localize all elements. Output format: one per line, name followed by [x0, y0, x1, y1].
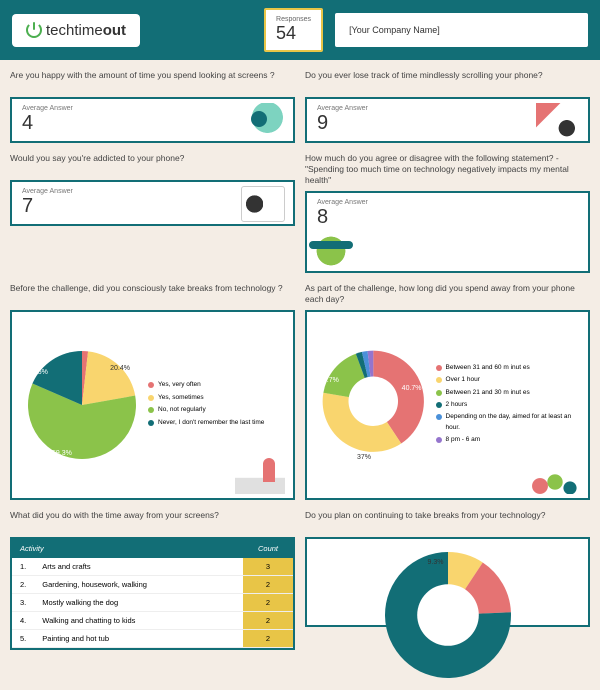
- pie-label: 40.7%: [402, 385, 422, 392]
- col-activity: Activity: [12, 539, 243, 558]
- logo: techtimeout: [12, 14, 140, 47]
- question-4: How much do you agree or disagree with t…: [305, 153, 590, 273]
- dashboard-content: Are you happy with the amount of time yo…: [0, 60, 600, 660]
- legend-item: Between 31 and 60 m inut es: [436, 363, 578, 373]
- flowers-icon: [530, 454, 580, 494]
- table-row: 4.Walking and chatting to kids2: [12, 612, 293, 630]
- responses-value: 54: [276, 23, 311, 44]
- question-2: Do you ever lose track of time mindlessl…: [305, 70, 590, 143]
- happy-face-icon: [241, 103, 285, 139]
- table-title: What did you do with the time away from …: [10, 510, 295, 532]
- donut-chart-card: 40.7% 37% 16.7% Between 31 and 60 m inut…: [305, 310, 590, 500]
- chart-title: As part of the challenge, how long did y…: [305, 283, 590, 305]
- question-text: Do you ever lose track of time mindlessl…: [305, 70, 590, 92]
- donut-chart: 40.7% 37% 16.7%: [317, 345, 430, 465]
- donut-chart-block: As part of the challenge, how long did y…: [305, 283, 590, 500]
- phone-icon: [241, 186, 285, 222]
- donut2-card: 9.3%: [305, 537, 590, 627]
- pie-legend: Yes, very often Yes, sometimes No, not reg…: [148, 380, 264, 430]
- answer-card: Average Answer 8: [305, 191, 590, 273]
- table-row: 1.Arts and crafts3: [12, 558, 293, 576]
- answer-value: 8: [317, 206, 578, 229]
- pie-label: 18.5%: [28, 369, 48, 376]
- donut-chart: 9.3%: [378, 545, 518, 685]
- table-row: 5.Painting and hot tub2: [12, 630, 293, 648]
- table-row: 2.Gardening, housework, walking2: [12, 576, 293, 594]
- pie-label: 9.3%: [428, 559, 444, 566]
- pie-label: 59.3%: [52, 450, 72, 457]
- legend-item: 8 pm - 6 am: [436, 435, 578, 445]
- legend-item: No, not regularly: [148, 405, 264, 415]
- col-count: Count: [243, 539, 293, 558]
- chart-title: Do you plan on continuing to take breaks…: [305, 510, 590, 532]
- legend-item: Yes, sometimes: [148, 393, 264, 403]
- legend-item: Depending on the day, aimed for at least…: [436, 412, 578, 433]
- logo-text: techtimeout: [46, 22, 126, 39]
- company-name-input[interactable]: [Your Company Name]: [335, 13, 588, 47]
- header: techtimeout Responses 54 [Your Company N…: [0, 0, 600, 60]
- chart-title: Before the challenge, did you consciousl…: [10, 283, 295, 305]
- pie-chart: 20.4% 59.3% 18.5%: [22, 345, 142, 465]
- pie-label: 16.7%: [319, 377, 339, 384]
- power-icon: [26, 22, 42, 38]
- question-text: Are you happy with the amount of time yo…: [10, 70, 295, 92]
- answer-label: Average Answer: [317, 199, 578, 206]
- legend-item: Never, I don't remember the last time: [148, 418, 264, 428]
- pie-chart-block: Before the challenge, did you consciousl…: [10, 283, 295, 500]
- question-text: How much do you agree or disagree with t…: [305, 153, 590, 186]
- question-3: Would you say you're addicted to your ph…: [10, 153, 295, 273]
- donut2-block: Do you plan on continuing to take breaks…: [305, 510, 590, 650]
- responses-label: Responses: [276, 16, 311, 23]
- pie-label: 20.4%: [110, 365, 130, 372]
- office-icon: [235, 454, 285, 494]
- question-1: Are you happy with the amount of time yo…: [10, 70, 295, 143]
- donut-legend: Between 31 and 60 m inut es Over 1 hour Be…: [436, 363, 578, 448]
- responses-box: Responses 54: [264, 8, 323, 52]
- table-block: What did you do with the time away from …: [10, 510, 295, 650]
- answer-card: Average Answer 4: [10, 97, 295, 143]
- pie-chart-card: 20.4% 59.3% 18.5% Yes, very often Yes, so…: [10, 310, 295, 500]
- sitting-person-icon: [536, 103, 580, 139]
- answer-card: Average Answer 7: [10, 180, 295, 226]
- table-row: 3.Mostly walking the dog2: [12, 594, 293, 612]
- legend-item: 2 hours: [436, 400, 578, 410]
- pie-label: 37%: [357, 454, 371, 461]
- question-text: Would you say you're addicted to your ph…: [10, 153, 295, 175]
- angry-face-icon: [309, 233, 353, 269]
- activity-table: Activity Count 1.Arts and crafts32.Garde…: [10, 537, 295, 650]
- legend-item: Between 21 and 30 m inut es: [436, 388, 578, 398]
- legend-item: Over 1 hour: [436, 375, 578, 385]
- legend-item: Yes, very often: [148, 380, 264, 390]
- answer-card: Average Answer 9: [305, 97, 590, 143]
